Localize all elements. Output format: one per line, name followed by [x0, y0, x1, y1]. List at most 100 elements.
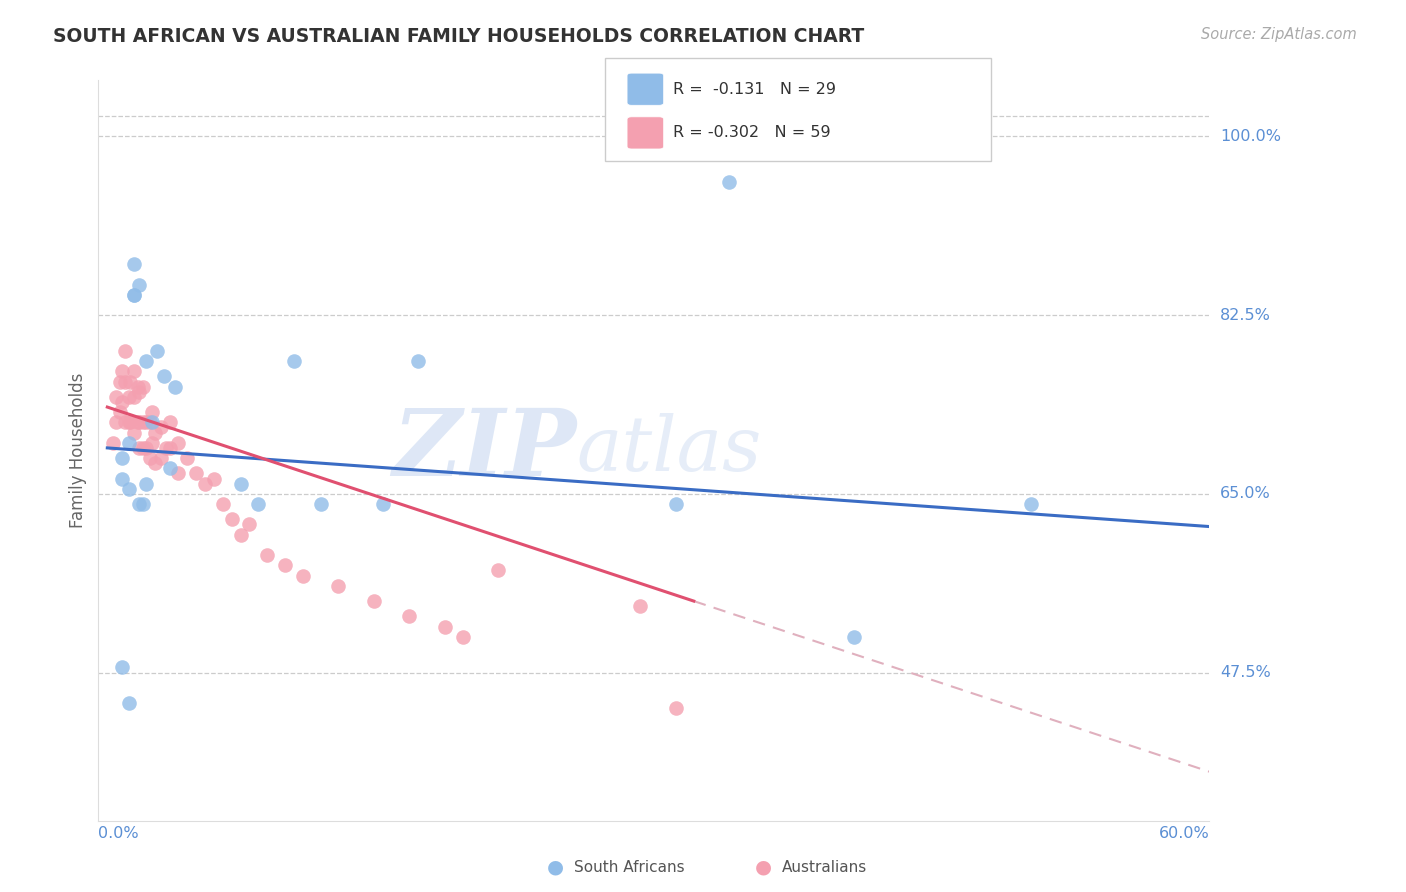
Point — [247, 497, 270, 511]
Point — [159, 461, 181, 475]
Point — [105, 416, 128, 430]
Point — [718, 175, 741, 189]
Point — [221, 512, 243, 526]
Point — [149, 420, 172, 434]
Point — [114, 416, 136, 430]
Point — [283, 354, 305, 368]
Point — [122, 287, 145, 301]
Text: SOUTH AFRICAN VS AUSTRALIAN FAMILY HOUSEHOLDS CORRELATION CHART: SOUTH AFRICAN VS AUSTRALIAN FAMILY HOUSE… — [53, 27, 865, 45]
Point — [117, 390, 139, 404]
Point — [153, 369, 176, 384]
Point — [141, 435, 163, 450]
Point — [139, 451, 162, 466]
Point — [328, 579, 350, 593]
Point — [110, 451, 132, 466]
Point — [117, 416, 139, 430]
Point — [141, 405, 163, 419]
Point — [110, 660, 132, 674]
Text: ●: ● — [755, 857, 772, 877]
Point — [167, 435, 190, 450]
Point — [155, 441, 177, 455]
Text: ZIP: ZIP — [392, 406, 576, 495]
Y-axis label: Family Households: Family Households — [69, 373, 87, 528]
Point — [159, 441, 181, 455]
Text: 0.0%: 0.0% — [98, 826, 139, 841]
Point — [433, 619, 456, 633]
Point — [122, 257, 145, 271]
Point — [108, 405, 131, 419]
Text: Source: ZipAtlas.com: Source: ZipAtlas.com — [1201, 27, 1357, 42]
Point — [114, 375, 136, 389]
Point — [141, 416, 163, 430]
Point — [408, 354, 430, 368]
Point — [120, 416, 142, 430]
Point — [146, 343, 169, 358]
Point — [122, 390, 145, 404]
Point — [194, 476, 217, 491]
Point — [842, 630, 865, 644]
Text: atlas: atlas — [576, 414, 762, 487]
Point — [132, 497, 155, 511]
Point — [167, 467, 190, 481]
Point — [127, 416, 149, 430]
Point — [114, 343, 136, 358]
Point — [132, 441, 155, 455]
Point — [229, 527, 252, 541]
Point — [630, 599, 652, 614]
Point — [128, 497, 150, 511]
Point — [256, 548, 278, 562]
Text: 60.0%: 60.0% — [1159, 826, 1209, 841]
Point — [451, 630, 474, 644]
Point — [101, 435, 124, 450]
Point — [135, 354, 157, 368]
Point — [135, 476, 157, 491]
Point — [128, 277, 150, 292]
Point — [122, 287, 145, 301]
Point — [143, 456, 166, 470]
Point — [665, 701, 688, 715]
Point — [110, 364, 132, 378]
Point — [143, 425, 166, 440]
Point — [274, 558, 297, 573]
Text: Australians: Australians — [782, 860, 868, 874]
Point — [128, 384, 150, 399]
Text: 100.0%: 100.0% — [1220, 129, 1281, 144]
Point — [186, 467, 208, 481]
Point — [229, 476, 252, 491]
Point — [163, 379, 186, 393]
Point — [122, 364, 145, 378]
Point — [398, 609, 420, 624]
Point — [202, 471, 225, 485]
Text: 47.5%: 47.5% — [1220, 665, 1271, 680]
Text: R = -0.302   N = 59: R = -0.302 N = 59 — [673, 126, 831, 140]
Point — [120, 375, 142, 389]
Point — [117, 696, 139, 710]
Point — [117, 482, 139, 496]
Point — [139, 416, 162, 430]
Point — [105, 390, 128, 404]
Point — [122, 425, 145, 440]
Point — [127, 379, 149, 393]
Point — [665, 497, 688, 511]
Point — [135, 416, 157, 430]
Text: South Africans: South Africans — [574, 860, 685, 874]
Text: ●: ● — [547, 857, 564, 877]
Text: 82.5%: 82.5% — [1220, 308, 1271, 323]
Text: R =  -0.131   N = 29: R = -0.131 N = 29 — [673, 82, 837, 96]
Point — [176, 451, 198, 466]
Point — [486, 564, 509, 578]
Point — [149, 451, 172, 466]
Point — [238, 517, 260, 532]
Point — [110, 395, 132, 409]
Point — [128, 441, 150, 455]
Point — [309, 497, 332, 511]
Point — [211, 497, 233, 511]
Point — [135, 441, 157, 455]
Point — [110, 471, 132, 485]
Point — [1021, 497, 1043, 511]
Point — [132, 416, 155, 430]
Point — [291, 568, 314, 582]
Text: 65.0%: 65.0% — [1220, 486, 1271, 501]
Point — [117, 435, 139, 450]
Point — [363, 594, 385, 608]
